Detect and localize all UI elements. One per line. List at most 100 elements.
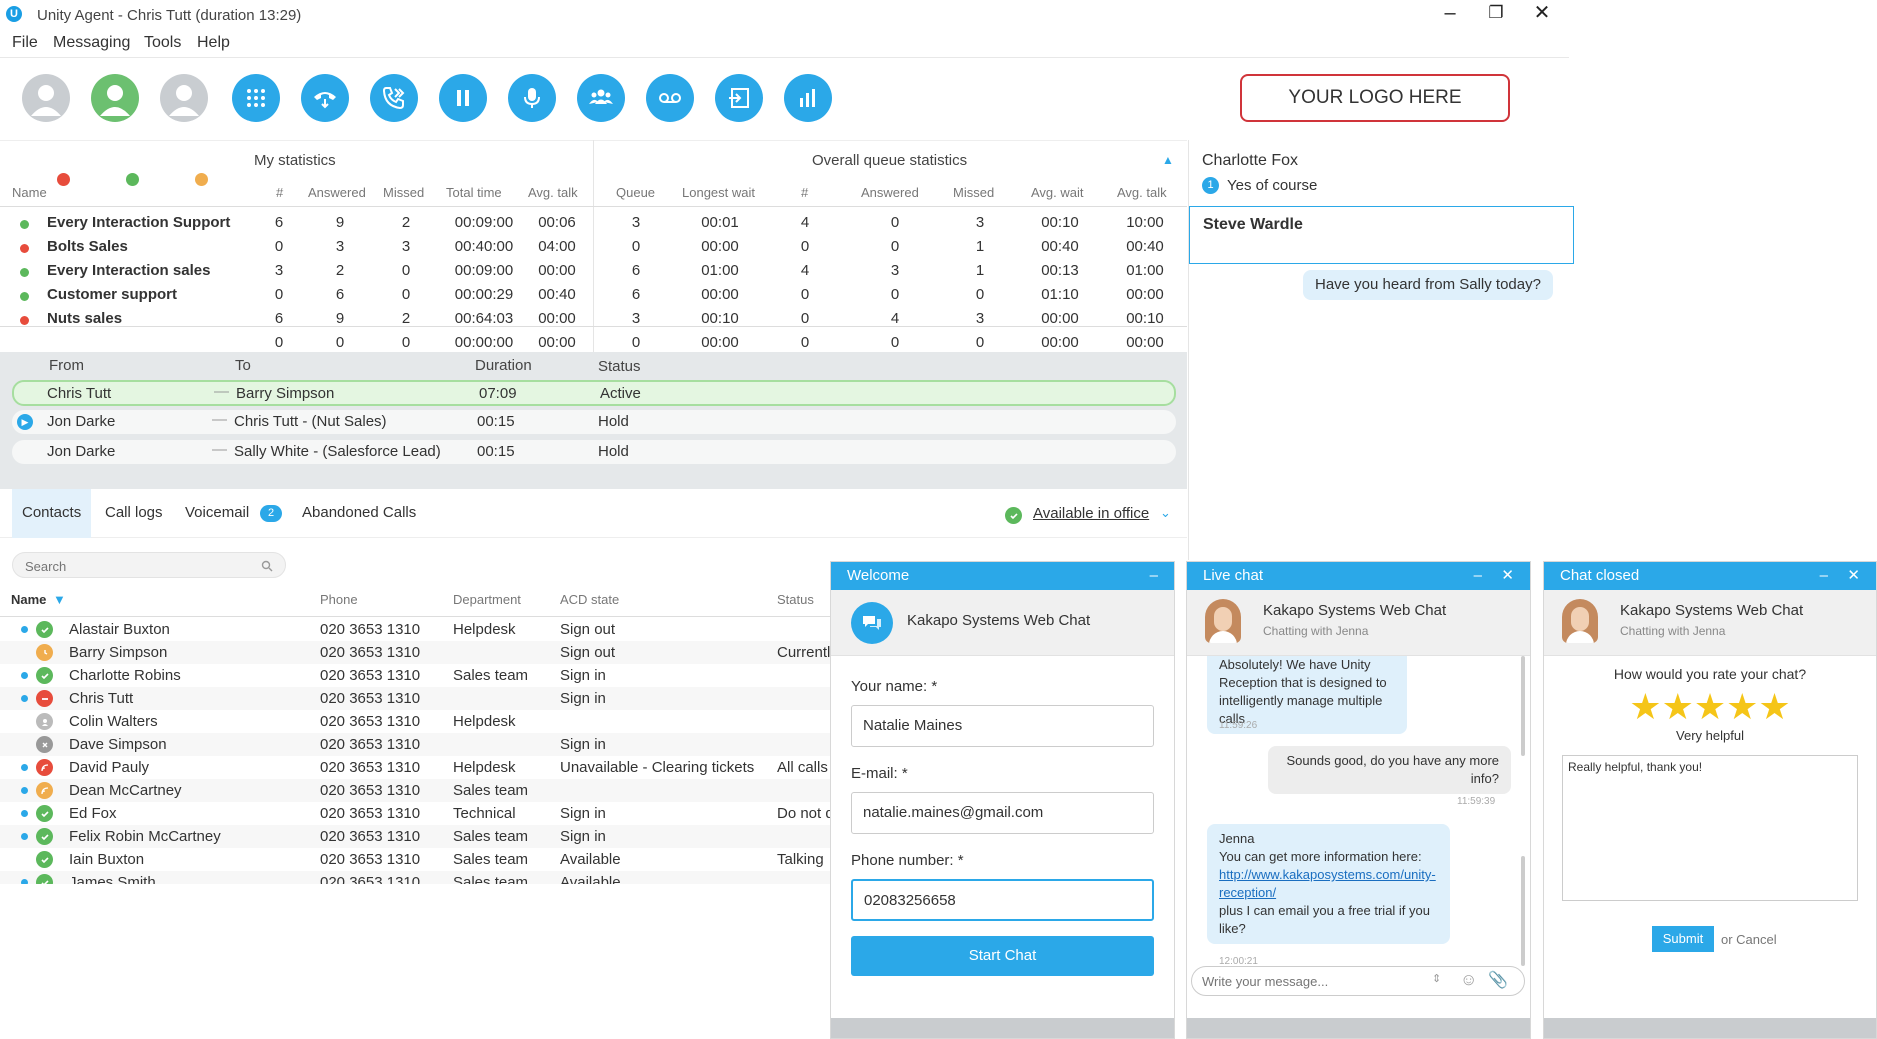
contacts-col-phone[interactable]: Phone bbox=[320, 592, 358, 607]
queue-status-dot bbox=[20, 292, 29, 301]
spinner-icon[interactable]: ⇕ bbox=[1432, 973, 1442, 985]
tab-call-logs[interactable]: Call logs bbox=[105, 504, 163, 521]
feedback-textarea[interactable]: Really helpful, thank you! bbox=[1562, 755, 1858, 901]
tab-abandoned-calls[interactable]: Abandoned Calls bbox=[302, 504, 417, 521]
menu-messaging[interactable]: Messaging bbox=[53, 34, 131, 51]
contact-row[interactable]: Ed Fox 020 3653 1310 Technical Sign in Do no… bbox=[0, 802, 830, 825]
star-icon[interactable]: ★ bbox=[1629, 686, 1662, 727]
exit-button[interactable] bbox=[715, 74, 763, 122]
microphone-button[interactable] bbox=[508, 74, 556, 122]
queue-stats-cell: 00:40 bbox=[1041, 238, 1079, 255]
contacts-col-status[interactable]: Status bbox=[777, 592, 814, 607]
star-rating[interactable]: ★★★★★ bbox=[1544, 689, 1876, 725]
queue-stats-cell: 0 bbox=[975, 334, 985, 351]
im-contact-name[interactable]: Charlotte Fox bbox=[1202, 152, 1299, 169]
hold-button[interactable] bbox=[439, 74, 487, 122]
live-chat-footer bbox=[1187, 1018, 1530, 1038]
minimize-chat-icon[interactable]: – bbox=[1473, 567, 1482, 584]
contact-row[interactable]: Dave Simpson 020 3653 1310 Sign in bbox=[0, 733, 830, 756]
queue-stats-cell: 0 bbox=[800, 310, 810, 327]
attach-icon[interactable]: 📎 bbox=[1488, 972, 1508, 989]
dnd-status-icon[interactable] bbox=[22, 74, 70, 122]
contacts-col-name[interactable]: Name bbox=[11, 592, 47, 607]
contact-row[interactable]: Dean McCartney 020 3653 1310 Sales team bbox=[0, 779, 830, 802]
phone-field[interactable]: 02083256658 bbox=[851, 879, 1154, 921]
tab-voicemail[interactable]: Voicemail bbox=[185, 504, 250, 521]
dialpad-button[interactable] bbox=[232, 74, 280, 122]
contacts-col-department[interactable]: Department bbox=[453, 592, 521, 607]
call-row-active[interactable]: Chris Tutt — Barry Simpson 07:09 Active bbox=[12, 380, 1176, 406]
message-input[interactable] bbox=[1202, 973, 1412, 989]
star-icon[interactable]: ★ bbox=[1758, 686, 1791, 727]
start-chat-button[interactable]: Start Chat bbox=[851, 936, 1154, 976]
stats-cell-total: 00:64:03 bbox=[454, 310, 514, 327]
collapse-icon[interactable]: ▲ bbox=[1162, 153, 1174, 167]
contact-row[interactable]: Felix Robin McCartney 020 3653 1310 Sales … bbox=[0, 825, 830, 848]
minimize-chat-icon[interactable]: – bbox=[1819, 567, 1828, 584]
search-box[interactable] bbox=[12, 552, 286, 578]
voicemail-button[interactable] bbox=[646, 74, 694, 122]
presence-dot bbox=[21, 879, 28, 884]
call-row-hold[interactable]: Jon Darke — Sally White - (Salesforce Le… bbox=[12, 440, 1176, 464]
stats-row-name: Nuts sales bbox=[47, 310, 123, 327]
name-field[interactable]: Natalie Maines bbox=[851, 705, 1154, 747]
minimize-chat-icon[interactable]: – bbox=[1149, 567, 1158, 584]
menu-help[interactable]: Help bbox=[197, 34, 230, 51]
stats-row-name: Every Interaction sales bbox=[47, 262, 211, 279]
emoji-icon[interactable]: ☺ bbox=[1460, 970, 1478, 989]
contact-row[interactable]: James Smith 020 3653 1310 Sales team Availa… bbox=[0, 871, 830, 884]
restore-icon[interactable]: ❐ bbox=[1488, 3, 1504, 22]
sort-down-icon[interactable]: ▼ bbox=[53, 592, 66, 607]
im-contact-selected[interactable]: Steve Wardle bbox=[1189, 206, 1574, 264]
transfer-button[interactable] bbox=[370, 74, 418, 122]
scrollbar-thumb[interactable] bbox=[1521, 656, 1525, 756]
statistics-button[interactable] bbox=[784, 74, 832, 122]
contact-row[interactable]: Barry Simpson 020 3653 1310 Sign out Curren… bbox=[0, 641, 830, 664]
contact-row[interactable]: Alastair Buxton 020 3653 1310 Helpdesk Sign… bbox=[0, 618, 830, 641]
stats-cell-answered: 6 bbox=[335, 286, 345, 303]
submit-button[interactable]: Submit bbox=[1652, 926, 1714, 952]
menu-tools[interactable]: Tools bbox=[144, 34, 182, 51]
name-label: Your name: * bbox=[851, 678, 938, 695]
contact-row[interactable]: Charlotte Robins 020 3653 1310 Sales team S… bbox=[0, 664, 830, 687]
search-input[interactable] bbox=[25, 557, 245, 575]
menu-file[interactable]: File bbox=[12, 34, 38, 51]
email-field[interactable]: natalie.maines@gmail.com bbox=[851, 792, 1154, 834]
message-link[interactable]: http://www.kakaposystems.com/unity-recep… bbox=[1219, 867, 1436, 900]
queue-stats-cell: 00:10 bbox=[1041, 214, 1079, 231]
col-answered: Answered bbox=[308, 185, 366, 200]
scrollbar-thumb[interactable] bbox=[1521, 856, 1525, 966]
im-outgoing-bubble: Have you heard from Sally today? bbox=[1303, 270, 1553, 300]
conference-button[interactable] bbox=[577, 74, 625, 122]
message-input-box[interactable]: ⇕ ☺ 📎 bbox=[1191, 966, 1525, 996]
star-icon[interactable]: ★ bbox=[1661, 686, 1694, 727]
contact-row[interactable]: Chris Tutt 020 3653 1310 Sign in bbox=[0, 687, 830, 710]
close-icon[interactable]: ✕ bbox=[1533, 2, 1551, 24]
play-icon[interactable]: ▶ bbox=[17, 414, 33, 430]
contact-row[interactable]: David Pauly 020 3653 1310 Helpdesk Unavaila… bbox=[0, 756, 830, 779]
menu-bar: File Messaging Tools Help bbox=[0, 28, 1569, 58]
queue-stats-cell: 00:01 bbox=[701, 214, 739, 231]
availability-link[interactable]: Available in office bbox=[1033, 505, 1150, 522]
agent-avatar bbox=[1562, 599, 1598, 643]
contact-row[interactable]: Iain Buxton 020 3653 1310 Sales team Availa… bbox=[0, 848, 830, 871]
star-icon[interactable]: ★ bbox=[1693, 686, 1727, 727]
cancel-link[interactable]: or Cancel bbox=[1721, 932, 1777, 947]
availability-dropdown-icon[interactable]: ⌄ bbox=[1160, 505, 1171, 520]
closed-chat-title: Chat closed bbox=[1560, 567, 1640, 584]
star-icon[interactable]: ★ bbox=[1726, 686, 1759, 727]
hangup-button[interactable] bbox=[301, 74, 349, 122]
tab-contacts[interactable]: Contacts bbox=[12, 489, 92, 538]
presence-dot bbox=[21, 672, 28, 679]
close-chat-icon[interactable]: ✕ bbox=[1501, 567, 1514, 584]
contacts-col-acd[interactable]: ACD state bbox=[560, 592, 620, 607]
contact-row[interactable]: Colin Walters 020 3653 1310 Helpdesk bbox=[0, 710, 830, 733]
minimize-icon[interactable]: – bbox=[1444, 2, 1456, 24]
search-icon[interactable] bbox=[261, 560, 273, 572]
away-status-icon[interactable] bbox=[160, 74, 208, 122]
available-status-icon[interactable] bbox=[91, 74, 139, 122]
stats-cell-answered: 0 bbox=[335, 334, 345, 351]
close-chat-icon[interactable]: ✕ bbox=[1847, 567, 1860, 584]
call-row-hold[interactable]: ▶ Jon Darke — Chris Tutt - (Nut Sales) 0… bbox=[12, 410, 1176, 434]
avatar-face bbox=[1571, 607, 1589, 631]
